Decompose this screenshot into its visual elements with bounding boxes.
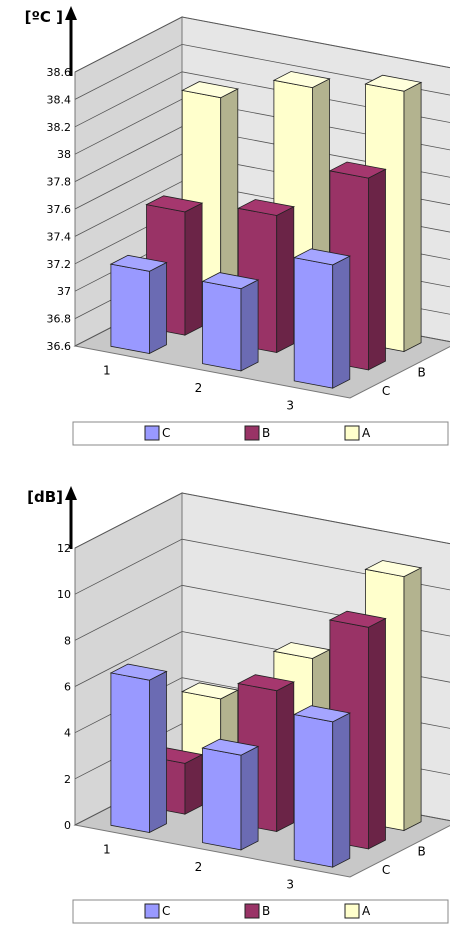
- 0-y-tick-label: 37: [57, 285, 71, 298]
- 1-category-label: 1: [103, 843, 111, 857]
- 1-gridline: [74, 492, 450, 549]
- 0-y-tick-label: 38.6: [47, 66, 72, 79]
- 0-y-tick-label: 38: [57, 148, 71, 161]
- bar-top-face: [236, 199, 296, 216]
- temperature-chart: 38.6 38.4 38.2 38 37.8 37.6 37.4 37.2 37 36.8 36.6…: [25, 6, 450, 446]
- 1-legend-label-C: C: [162, 904, 170, 918]
- 1-y-tick-label: 10: [57, 588, 71, 601]
- bar-side-face: [367, 168, 386, 371]
- 0-legend-swatch-C: [144, 425, 160, 441]
- 0-gridline: [74, 43, 450, 100]
- bar-top-face: [109, 663, 168, 681]
- 1-unit-label: [dB]: [27, 488, 63, 506]
- 0-y-tick-label: 37.2: [47, 258, 72, 271]
- 1-category-label: 2: [195, 860, 203, 874]
- 0-depth-label: B: [418, 366, 426, 380]
- bar-front-face: [293, 714, 334, 868]
- bar-side-face: [184, 202, 203, 336]
- bar-side-face: [276, 206, 295, 354]
- bar-top-face: [328, 161, 387, 179]
- bar-top-face: [180, 81, 240, 99]
- bar-top-face: [292, 248, 352, 266]
- bar-C-1: [109, 254, 168, 355]
- 1-legend-swatch-A: [344, 903, 360, 919]
- bar-front-face: [110, 263, 150, 354]
- bar-top-face: [272, 71, 331, 89]
- bar-front-face: [293, 257, 334, 389]
- 0-y-tick-label: 37.6: [47, 203, 72, 216]
- bar-C-2: [201, 272, 260, 372]
- 1-y-tick-label: 0: [64, 819, 71, 832]
- bar-front-face: [202, 747, 242, 851]
- 0-arrow-head: [65, 6, 77, 20]
- 0-unit-label: [ºC ]: [25, 8, 63, 26]
- 0-category-label: 2: [195, 381, 203, 395]
- bar-side-face: [276, 681, 295, 833]
- bar-side-face: [240, 745, 259, 851]
- 0-legend-swatch-B: [244, 425, 260, 441]
- 0-y-tick-label: 38.4: [47, 93, 72, 106]
- 1-y-tick-label: 6: [64, 681, 71, 694]
- bar-side-face: [403, 567, 422, 832]
- 1-legend-swatch-B: [244, 903, 260, 919]
- bar-side-face: [148, 670, 167, 834]
- bar-top-face: [292, 705, 352, 723]
- bar-top-face: [328, 610, 387, 628]
- bar-front-face: [110, 672, 150, 833]
- 1-arrow-head: [65, 486, 77, 500]
- 1-legend-label-A: A: [362, 904, 371, 918]
- 0-y-tick-label: 38.2: [47, 121, 72, 134]
- bar-C-3: [292, 705, 352, 868]
- 0-category-label: 3: [286, 398, 294, 412]
- bar-front-face: [202, 280, 242, 372]
- 1-depth-label: C: [382, 863, 390, 877]
- bar-top-face: [236, 674, 296, 692]
- 1-y-tick-label: 2: [64, 773, 71, 786]
- bar-top-face: [109, 254, 168, 272]
- 1-category-label: 3: [286, 877, 294, 891]
- bar-top-face: [364, 74, 423, 92]
- 1-y-tick-label: 8: [64, 634, 71, 647]
- bar-side-face: [332, 712, 351, 868]
- 0-gridline: [74, 16, 450, 73]
- bar-side-face: [332, 255, 351, 389]
- 0-y-tick-label: 36.8: [47, 313, 72, 326]
- 0-legend-box: [72, 421, 449, 446]
- bar-top-face: [201, 738, 260, 756]
- 0-legend-label-B: B: [262, 426, 270, 440]
- 0-legend-label-A: A: [362, 426, 371, 440]
- bar-side-face: [403, 81, 422, 353]
- bar-C-3: [292, 248, 352, 389]
- bar-side-face: [367, 617, 386, 850]
- bar-side-face: [240, 279, 259, 372]
- 0-y-tick-label: 36.6: [47, 340, 72, 353]
- 0-y-tick-label: 37.4: [47, 230, 72, 243]
- 0-y-tick-label: 37.8: [47, 176, 72, 189]
- bar-top-face: [364, 560, 423, 578]
- 0-legend-label-C: C: [162, 426, 170, 440]
- bar-top-face: [201, 272, 260, 290]
- bar-side-face: [148, 261, 167, 355]
- 0-legend-swatch-A: [344, 425, 360, 441]
- 1-legend-swatch-C: [144, 903, 160, 919]
- bar-C-2: [201, 738, 260, 851]
- 0-depth-label: C: [382, 384, 390, 398]
- 1-legend-box: [72, 899, 449, 924]
- 1-y-tick-label: 12: [57, 542, 71, 555]
- 1-depth-label: B: [418, 845, 426, 859]
- bar-top-face: [145, 195, 204, 213]
- bar-side-face: [184, 753, 203, 815]
- 0-category-label: 1: [103, 364, 111, 378]
- 1-y-tick-label: 4: [64, 727, 71, 740]
- bar-C-1: [109, 663, 168, 834]
- 1-legend-label-B: B: [262, 904, 270, 918]
